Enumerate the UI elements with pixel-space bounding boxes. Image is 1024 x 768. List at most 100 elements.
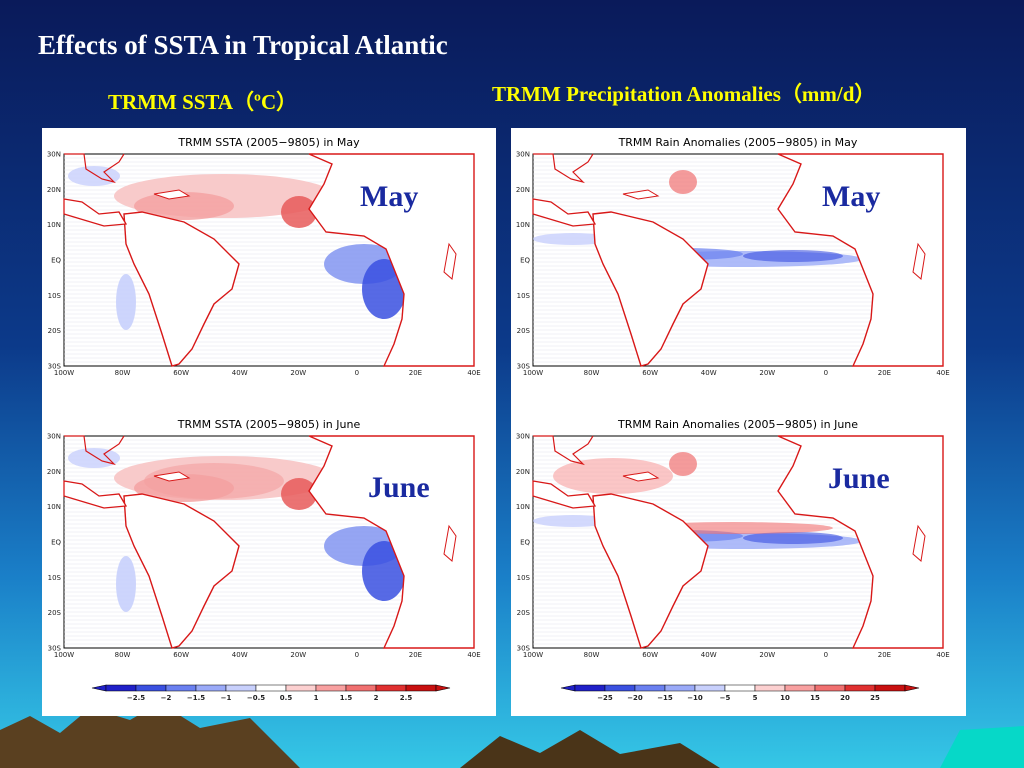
colorbar-swatch — [874, 684, 906, 692]
colorbar-swatch — [664, 684, 696, 692]
lon-tick-label: 20E — [409, 651, 422, 659]
lon-tick-label: 20W — [290, 369, 306, 377]
map-title: TRMM SSTA (2005−9805) in May — [177, 136, 360, 149]
central-america-coast — [63, 480, 128, 509]
lon-tick-label: 100W — [523, 651, 543, 659]
lat-tick-label: 20S — [517, 327, 531, 335]
lon-tick-label: 100W — [523, 369, 543, 377]
cold-anomaly — [362, 541, 406, 601]
cold-anomaly — [68, 448, 120, 468]
lat-tick-label: 30S — [517, 363, 531, 371]
lon-tick-label: 40W — [232, 369, 248, 377]
dry-anomaly — [533, 233, 613, 245]
cold-anomaly — [116, 556, 136, 612]
colorbar-ssta: −2.5 −2 −1.5 −1 −0.5 0.5 1 1.5 2 2.5 — [91, 684, 451, 702]
colorbar-swatch — [345, 684, 377, 692]
lon-tick-label: 60W — [173, 369, 189, 377]
lat-tick-label: 20N — [47, 468, 61, 476]
ssta-subtitle: TRMM SSTA（ºC） — [108, 90, 298, 114]
colorbar-swatch — [135, 684, 167, 692]
colorbar-swatch — [255, 684, 287, 692]
colorbar-tick-label: 2 — [374, 694, 379, 702]
colorbar-tick-label: −0.5 — [247, 694, 265, 702]
lat-tick-label: 30N — [516, 433, 530, 441]
colorbar-arrow-left — [560, 684, 576, 692]
north-america-coast — [533, 153, 594, 184]
madagascar-coast — [443, 524, 457, 562]
lon-tick-label: 40E — [936, 369, 949, 377]
lat-tick-label: 10N — [516, 221, 530, 229]
colorbar-swatch — [165, 684, 197, 692]
dry-anomaly — [743, 532, 843, 544]
lat-tick-label: EQ — [520, 539, 530, 547]
colorbar-arrow-right — [435, 684, 451, 692]
cold-anomaly — [116, 274, 136, 330]
colorbar-swatch — [604, 684, 636, 692]
lat-tick-label: 30N — [516, 151, 530, 159]
colorbar-swatch — [634, 684, 666, 692]
caribbean-islands — [153, 471, 191, 482]
colorbar-rain: −25 −20 −15 −10 −5 5 10 15 20 25 — [560, 684, 920, 702]
lon-tick-label: 40W — [701, 369, 717, 377]
map-title: TRMM Rain Anomalies (2005−9805) in June — [617, 418, 858, 431]
lon-tick-label: 60W — [173, 651, 189, 659]
lon-tick-label: 60W — [642, 651, 658, 659]
lon-tick-label: 100W — [54, 651, 74, 659]
lat-tick-label: EQ — [520, 257, 530, 265]
lat-tick-label: 30S — [48, 645, 62, 653]
lat-tick-label: 30N — [47, 433, 61, 441]
central-america-coast — [532, 480, 597, 509]
lon-tick-label: 0 — [824, 369, 828, 377]
lon-tick-label: 40E — [467, 369, 480, 377]
colorbar-arrow-left — [91, 684, 107, 692]
lat-tick-label: 20S — [48, 609, 62, 617]
colorbar-tick-label: 25 — [870, 694, 880, 702]
month-label-rain-may: May — [822, 180, 881, 213]
lon-tick-label: 20E — [878, 369, 891, 377]
map-ssta-june: TRMM SSTA (2005−9805) in June 30N 20N 10N E… — [47, 418, 481, 659]
warm-anomaly — [134, 192, 234, 220]
madagascar-coast — [912, 242, 926, 280]
south-america-coast — [123, 211, 240, 367]
north-america-coast — [64, 153, 125, 184]
colorbar-tick-label: −2.5 — [127, 694, 145, 702]
colorbar-tick-label: −1.5 — [187, 694, 205, 702]
warm-anomaly — [144, 463, 284, 499]
colorbar-swatch — [574, 684, 606, 692]
lon-tick-label: 0 — [355, 651, 359, 659]
wet-anomaly — [669, 170, 697, 194]
colorbar-tick-label: 1 — [314, 694, 319, 702]
lat-tick-label: EQ — [51, 257, 61, 265]
colorbar-swatch — [285, 684, 317, 692]
lon-tick-label: 20E — [409, 369, 422, 377]
cold-anomaly — [68, 166, 120, 186]
south-america-coast — [592, 211, 709, 367]
colorbar-tick-label: −10 — [687, 694, 703, 702]
lat-tick-label: 10S — [517, 292, 531, 300]
cold-anomaly — [362, 259, 406, 319]
colorbar-tick-label: −25 — [597, 694, 613, 702]
colorbar-swatch — [844, 684, 876, 692]
colorbar-swatch — [225, 684, 257, 692]
wet-anomaly — [553, 458, 673, 494]
lat-tick-label: EQ — [51, 539, 61, 547]
lon-tick-label: 20W — [759, 369, 775, 377]
lat-tick-label: 30S — [517, 645, 531, 653]
colorbar-tick-label: 2.5 — [400, 694, 413, 702]
central-america-coast — [532, 198, 597, 227]
lat-tick-label: 20S — [517, 609, 531, 617]
south-america-coast — [123, 493, 240, 649]
lon-tick-label: 20W — [290, 651, 306, 659]
colorbar-tick-label: −2 — [161, 694, 172, 702]
map-rain-may: TRMM Rain Anomalies (2005−9805) in May 3… — [516, 136, 950, 377]
madagascar-coast — [912, 524, 926, 562]
africa-coast — [308, 153, 475, 367]
colorbar-swatch — [195, 684, 227, 692]
africa-coast — [308, 435, 475, 649]
dry-anomaly — [533, 515, 613, 527]
colorbar-swatch — [694, 684, 726, 692]
lat-tick-label: 20N — [47, 186, 61, 194]
lat-tick-label: 10S — [48, 574, 62, 582]
south-america-coast — [592, 493, 709, 649]
lat-tick-label: 10N — [47, 503, 61, 511]
